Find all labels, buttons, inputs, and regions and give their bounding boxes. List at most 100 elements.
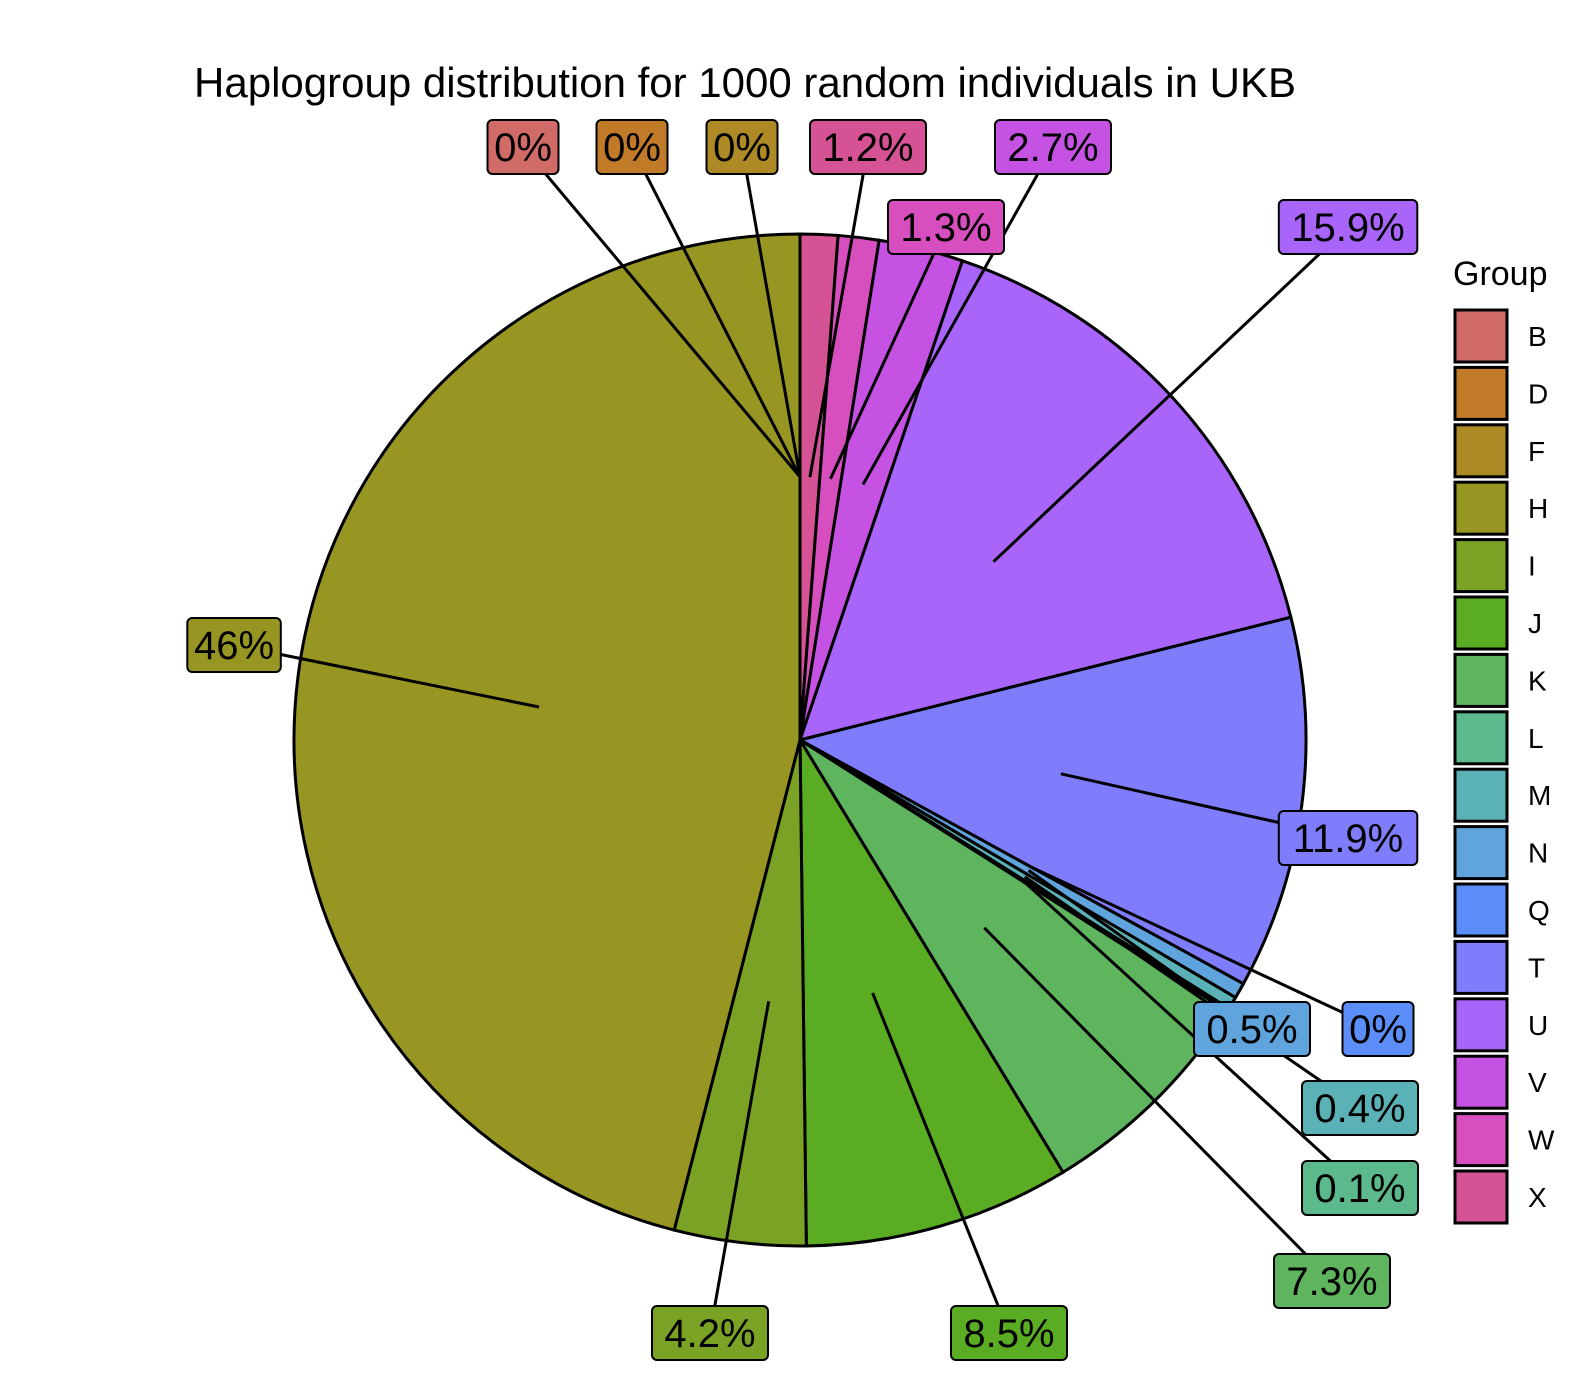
slice-label-box (950, 1305, 1068, 1361)
legend-swatch (1453, 939, 1509, 995)
slice-label-text: 2.7% (1007, 126, 1098, 170)
leader-line-j (871, 992, 1011, 1334)
leader-line-d (630, 146, 802, 478)
legend-swatch (1453, 882, 1509, 938)
legend-label: X (1528, 1182, 1547, 1213)
slice-label-box (809, 119, 927, 175)
slice-label-box (1301, 1080, 1419, 1136)
pie-slice-h (292, 232, 802, 1232)
pie-slices (292, 232, 1308, 1248)
legend-swatch (1453, 423, 1509, 479)
slice-label-text: 0% (1349, 1008, 1407, 1052)
slice-label-h: 46% (186, 617, 282, 673)
legend-label: T (1528, 952, 1545, 983)
slice-label-box (1277, 810, 1419, 866)
legend-label: Q (1528, 895, 1550, 926)
slice-label-d: 0% (595, 119, 669, 175)
leader-line-q (1029, 865, 1379, 1031)
legend-label: U (1528, 1010, 1548, 1041)
slice-label-box (651, 1305, 769, 1361)
legend-label: J (1528, 608, 1542, 639)
slice-label-m: 0.4% (1301, 1080, 1419, 1136)
legend-label: I (1528, 551, 1536, 582)
slice-label-u: 15.9% (1277, 199, 1419, 255)
slice-label-text: 7.3% (1286, 1260, 1377, 1304)
legend-swatch (1453, 308, 1509, 364)
slice-label-box (1301, 1160, 1419, 1216)
legend-label: V (1528, 1067, 1547, 1098)
legend-item-i: I (1453, 538, 1536, 594)
slice-label-q: 0% (1341, 1001, 1415, 1057)
slice-label-text: 11.9% (1293, 817, 1403, 861)
leader-line-v (861, 146, 1055, 486)
leader-line-b (521, 146, 802, 478)
legend-label: B (1528, 321, 1547, 352)
slice-label-box (486, 119, 560, 175)
legend-swatch (1453, 538, 1509, 594)
legend-swatch (1453, 365, 1509, 421)
legend-item-x: X (1453, 1169, 1547, 1225)
slice-label-text: 8.5% (963, 1312, 1054, 1356)
slice-label-box (595, 119, 669, 175)
slice-label-box (1341, 1001, 1415, 1057)
slice-label-text: 1.2% (822, 126, 913, 170)
slice-label-text: 15.9% (1291, 206, 1404, 250)
legend-item-v: V (1453, 1054, 1547, 1110)
slice-label-x: 1.2% (809, 119, 927, 175)
slice-label-l: 0.1% (1301, 1160, 1419, 1216)
slice-label-k: 7.3% (1273, 1253, 1391, 1309)
legend-swatch (1453, 997, 1509, 1053)
slice-label-text: 0% (713, 126, 771, 170)
legend-item-m: M (1453, 767, 1551, 823)
leader-line-u (992, 225, 1350, 563)
slice-label-f: 0% (705, 119, 779, 175)
legend-label: L (1528, 723, 1544, 754)
legend-swatch (1453, 1112, 1509, 1168)
legend-item-l: L (1453, 710, 1544, 766)
slice-label-i: 4.2% (651, 1305, 769, 1361)
legend-item-j: J (1453, 595, 1542, 651)
slice-labels: 1.2% 1.3% 2.7% 15.9% 11.9% 0% 0.5% 0.4% 0.1% 7.3%… (186, 119, 1419, 1361)
slice-label-box (1273, 1253, 1391, 1309)
slice-label-text: 0% (603, 126, 661, 170)
pie-slice-j (798, 734, 1066, 1248)
legend-swatch (1453, 1054, 1509, 1110)
legend-label: M (1528, 780, 1551, 811)
slice-label-w: 1.3% (887, 199, 1005, 255)
slice-label-text: 0% (494, 126, 552, 170)
slice-label-text: 4.2% (664, 1312, 755, 1356)
legend-label: F (1528, 436, 1545, 467)
slice-label-text: 1.3% (900, 206, 991, 250)
slice-label-j: 8.5% (950, 1305, 1068, 1361)
slice-label-box (887, 199, 1005, 255)
leader-line-x (808, 146, 870, 478)
slice-label-box (1193, 1001, 1311, 1057)
chart-title: Haplogroup distribution for 1000 random … (194, 59, 1296, 106)
label-leader-lines (233, 146, 1379, 1334)
slice-label-v: 2.7% (994, 119, 1112, 175)
leader-line-m (1023, 875, 1361, 1110)
leader-line-k (983, 926, 1334, 1283)
slice-label-text: 46% (194, 624, 274, 668)
leader-line-w (829, 226, 948, 480)
legend-item-b: B (1453, 308, 1547, 364)
legend-swatch (1453, 595, 1509, 651)
legend-item-w: W (1453, 1112, 1555, 1168)
pie-slice-t (795, 615, 1308, 986)
slice-label-box (1277, 199, 1419, 255)
leader-line-h (233, 643, 540, 709)
legend-label: K (1528, 665, 1547, 696)
legend-label: N (1528, 838, 1548, 869)
slice-label-text: 0.4% (1314, 1087, 1405, 1131)
legend-item-t: T (1453, 939, 1545, 995)
legend-swatch (1453, 1169, 1509, 1225)
legend-item-h: H (1453, 480, 1548, 536)
legend-label: D (1528, 378, 1548, 409)
legend-item-k: K (1453, 652, 1547, 708)
slice-label-n: 0.5% (1193, 1001, 1311, 1057)
slice-label-box (186, 617, 282, 673)
slice-label-b: 0% (486, 119, 560, 175)
slice-label-text: 0.1% (1314, 1167, 1405, 1211)
leader-line-i (708, 1000, 771, 1334)
slice-label-text: 0.5% (1206, 1008, 1297, 1052)
